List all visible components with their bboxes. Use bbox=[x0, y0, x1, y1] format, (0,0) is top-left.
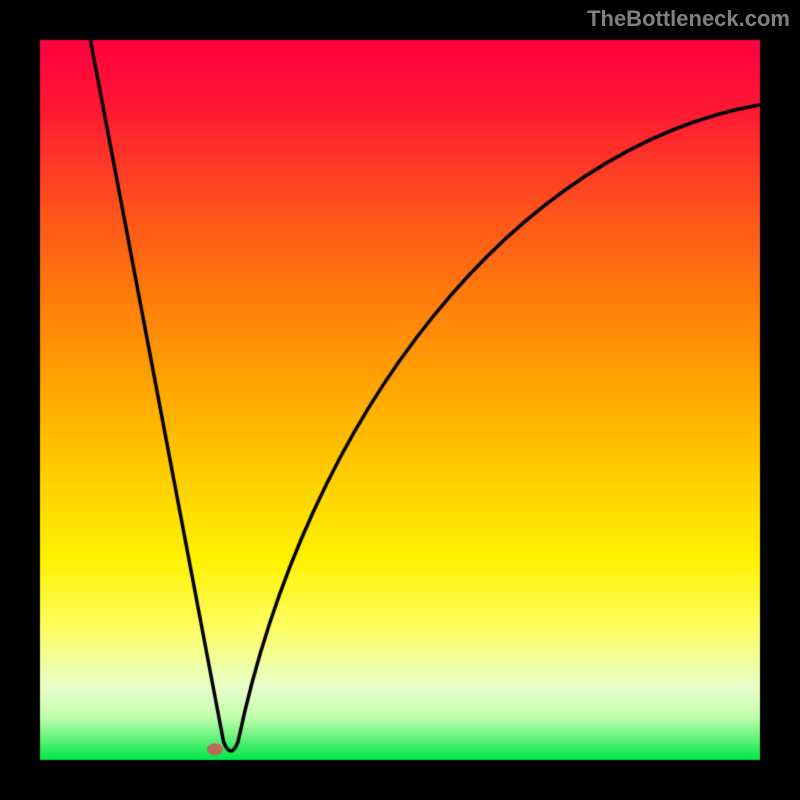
bottleneck-chart-canvas bbox=[0, 0, 800, 800]
chart-container: TheBottleneck.com bbox=[0, 0, 800, 800]
